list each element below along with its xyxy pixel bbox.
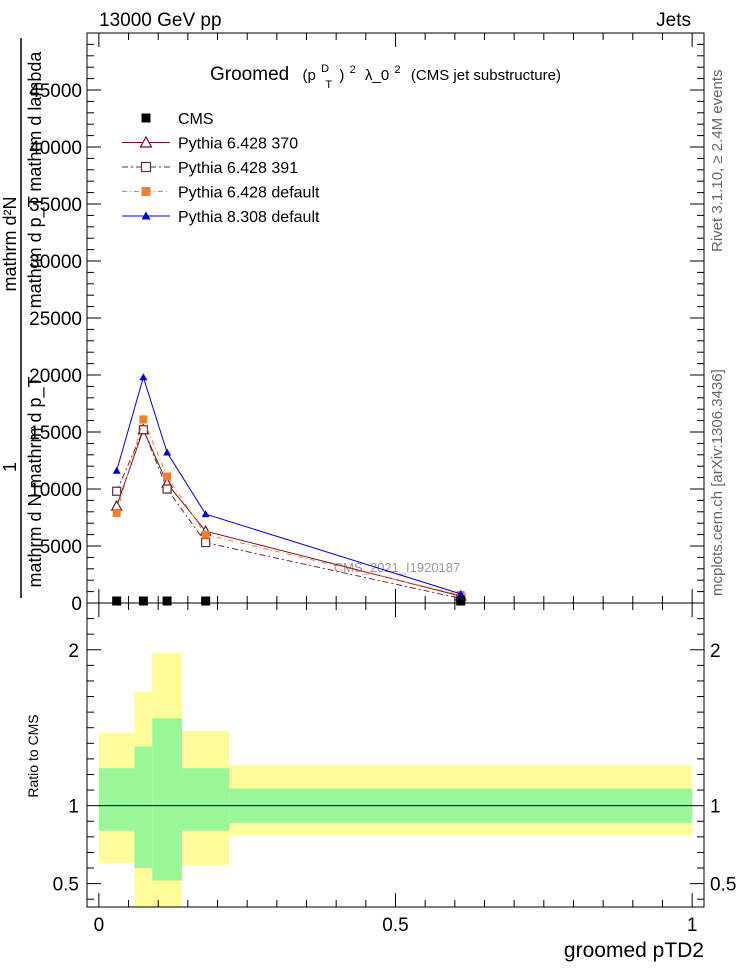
data-point bbox=[201, 510, 210, 518]
main-panel: 0 5000 10000 15000 20000 25000 30000 35000 40000… bbox=[29, 32, 705, 615]
ylabel-line-4: mathrm d N mathrm d p_T bbox=[25, 376, 46, 587]
data-point bbox=[163, 472, 172, 481]
watermark: CMS_2021_I1920187 bbox=[334, 560, 461, 575]
ratio-panel: 0.5 0.51 12 2 0 0.5 1 Ratio to CMS bbox=[25, 602, 736, 936]
legend-label: Pythia 6.428 391 bbox=[178, 160, 298, 177]
title-p: (p bbox=[302, 67, 315, 84]
header-right: Jets bbox=[656, 10, 691, 31]
data-point bbox=[139, 373, 148, 381]
data-point bbox=[201, 530, 210, 539]
data-point bbox=[141, 211, 151, 220]
y-tick-label: 0 bbox=[71, 594, 82, 615]
title-sub: T bbox=[325, 79, 332, 91]
data-point bbox=[112, 466, 121, 474]
data-point bbox=[139, 415, 148, 424]
data-point bbox=[163, 448, 172, 456]
data-point bbox=[162, 596, 172, 606]
main-y-label: mathrm d²N mathrm d p_T mathrm d lambda … bbox=[0, 38, 46, 598]
title-lambda: λ_0 bbox=[365, 67, 389, 84]
data-point bbox=[201, 537, 211, 548]
series-0 bbox=[112, 596, 466, 606]
y-tick-label: 20000 bbox=[29, 366, 82, 387]
data-point bbox=[141, 113, 151, 123]
ratio-y-tick-label-right: 1 bbox=[710, 797, 721, 818]
data-point bbox=[139, 135, 153, 148]
data-point bbox=[112, 596, 122, 606]
title-lambda-pow: 2 bbox=[395, 64, 401, 76]
y-tick-label: 15000 bbox=[29, 423, 82, 444]
ratio-bands bbox=[98, 652, 693, 907]
mcplots-label: mcplots.cern.ch [arXiv:1306.3436] bbox=[709, 369, 726, 596]
x-axis: 0 0.5 1 bbox=[94, 603, 698, 936]
data-point bbox=[140, 161, 152, 173]
y-tick-label: 10000 bbox=[29, 480, 82, 501]
y-tick-label: 45000 bbox=[29, 81, 82, 102]
x-tick-label: 0.5 bbox=[382, 915, 408, 936]
ratio-y-tick-label: 1 bbox=[68, 797, 79, 818]
y-tick-label: 25000 bbox=[29, 309, 82, 330]
main-y-axis: 0 5000 10000 15000 20000 25000 30000 35000 40000… bbox=[29, 32, 704, 615]
series-4 bbox=[112, 373, 465, 597]
data-point bbox=[112, 508, 121, 517]
ratio-y-tick-label-right: 0.5 bbox=[710, 875, 736, 896]
data-point bbox=[112, 486, 122, 496]
data-point bbox=[110, 499, 123, 511]
title-pow: 2 bbox=[350, 64, 356, 76]
ratio-y-label: Ratio to CMS bbox=[25, 714, 41, 797]
data-point bbox=[138, 596, 148, 606]
legend-entry: Pythia 8.308 default bbox=[122, 209, 320, 226]
ratio-band-inner bbox=[152, 718, 182, 881]
x-axis-label: groomed pTD2 bbox=[564, 939, 704, 962]
title-sup: D bbox=[321, 63, 329, 75]
y-tick-label: 35000 bbox=[29, 195, 82, 216]
legend-label: Pythia 8.308 default bbox=[178, 209, 320, 226]
data-point bbox=[456, 589, 465, 597]
legend-entry: Pythia 6.428 default bbox=[122, 185, 320, 202]
legend: CMS Pythia 6.428 370 Pythia 6.428 391 Pythi… bbox=[122, 111, 320, 226]
y-tick-label: 5000 bbox=[40, 537, 82, 558]
ylabel-line-3: 1 bbox=[0, 462, 20, 472]
legend-label: CMS bbox=[178, 111, 214, 128]
ratio-y-tick-label-right: 2 bbox=[710, 641, 721, 662]
ylabel-line-2: mathrm d p_T mathrm d lambda bbox=[25, 51, 46, 309]
chart-title: Groomed (p D T ) 2 λ_0 2 (CMS jet substr… bbox=[210, 56, 561, 93]
legend-label: Pythia 6.428 default bbox=[178, 185, 320, 202]
data-point bbox=[141, 187, 151, 196]
legend-entry: CMS bbox=[141, 111, 214, 128]
title-prefix: Groomed bbox=[210, 64, 289, 85]
ratio-band-inner bbox=[181, 768, 230, 831]
ratio-y-tick-label: 0.5 bbox=[53, 875, 79, 896]
data-point bbox=[162, 484, 172, 494]
ylabel-line-1: mathrm d²N bbox=[0, 196, 20, 291]
legend-entry: Pythia 6.428 370 bbox=[122, 136, 298, 153]
header-left: 13000 GeV pp bbox=[99, 10, 222, 31]
title-close: ) bbox=[339, 67, 344, 84]
title-suffix: (CMS jet substructure) bbox=[411, 67, 561, 84]
main-x-ticks bbox=[98, 33, 693, 603]
ratio-y-axis: 0.5 0.5 1 1 2 2 bbox=[53, 618, 736, 900]
data-point bbox=[456, 596, 466, 606]
ratio-band-inner bbox=[98, 768, 135, 831]
y-tick-label: 40000 bbox=[29, 138, 82, 159]
ratio-band-inner bbox=[134, 746, 153, 869]
rivet-label: Rivet 3.1.10, ≥ 2.4M events bbox=[709, 70, 726, 253]
legend-entry: Pythia 6.428 391 bbox=[122, 160, 298, 177]
series-layer bbox=[110, 373, 467, 606]
ratio-y-tick-label: 2 bbox=[68, 641, 79, 662]
legend-label: Pythia 6.428 370 bbox=[178, 136, 298, 153]
x-tick-label: 1 bbox=[687, 915, 698, 936]
y-tick-label: 30000 bbox=[29, 252, 82, 273]
x-tick-label: 0 bbox=[94, 915, 105, 936]
data-point bbox=[201, 596, 211, 606]
